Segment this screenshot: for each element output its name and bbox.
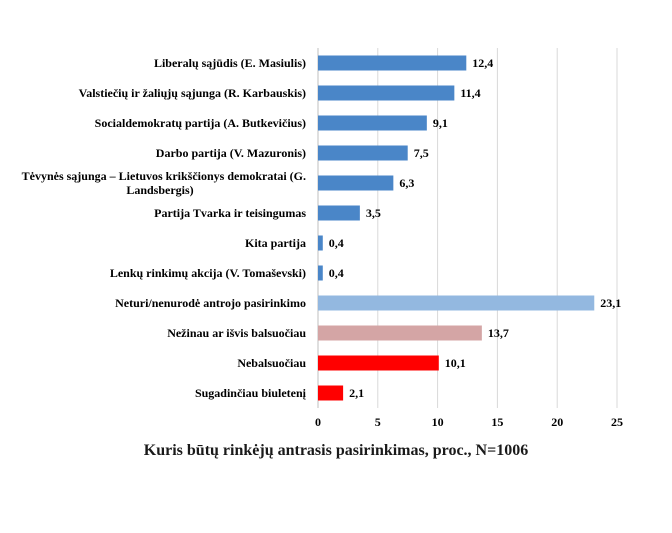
category-label: Landsbergis) — [126, 183, 193, 197]
category-label: Nebalsuočiau — [237, 356, 306, 370]
chart-title: Kuris būtų rinkėjų antrasis pasirinkimas… — [143, 442, 529, 459]
x-tick-label: 25 — [611, 415, 623, 429]
data-label: 12,4 — [472, 56, 493, 70]
x-tick-label: 15 — [491, 415, 503, 429]
x-tick-label: 5 — [375, 415, 381, 429]
bar — [318, 85, 455, 101]
data-label: 0,4 — [329, 266, 344, 280]
data-label: 9,1 — [433, 116, 448, 130]
bar — [318, 295, 595, 311]
data-label: 23,1 — [600, 296, 621, 310]
category-label: Neturi/nenurodė antrojo pasirinkimo — [115, 296, 306, 310]
bar — [318, 55, 467, 71]
category-label: Nežinau ar išvis balsuočiau — [167, 326, 306, 340]
category-label: Lenkų rinkimų akcija (V. Tomaševski) — [110, 266, 306, 280]
category-label: Liberalų sąjūdis (E. Masiulis) — [154, 56, 306, 70]
bar — [318, 355, 439, 371]
x-tick-label: 10 — [432, 415, 444, 429]
x-tick-label: 20 — [551, 415, 563, 429]
bar — [318, 385, 344, 401]
category-label: Sugadinčiau biuletenį — [195, 386, 307, 400]
category-label: Valstiečių ir žaliųjų sąjunga (R. Karbau… — [79, 86, 306, 100]
data-label: 6,3 — [399, 176, 414, 190]
data-label: 3,5 — [366, 206, 381, 220]
bar — [318, 175, 394, 191]
bar — [318, 235, 323, 251]
bar — [318, 145, 408, 161]
category-label: Darbo partija (V. Mazuronis) — [156, 146, 306, 160]
data-label: 2,1 — [349, 386, 364, 400]
data-label: 13,7 — [488, 326, 509, 340]
bar — [318, 325, 482, 341]
data-label: 7,5 — [414, 146, 429, 160]
bar — [318, 205, 360, 221]
bar — [318, 115, 427, 131]
category-label: Socialdemokratų partija (A. Butkevičius) — [95, 116, 306, 130]
category-label: Kita partija — [245, 236, 306, 250]
x-tick-label: 0 — [315, 415, 321, 429]
category-label: Tėvynės sąjunga – Lietuvos krikščionys d… — [22, 169, 306, 183]
data-label: 11,4 — [460, 86, 480, 100]
bar — [318, 265, 323, 281]
category-label: Partija Tvarka ir teisingumas — [154, 206, 306, 220]
data-label: 10,1 — [445, 356, 466, 370]
data-label: 0,4 — [329, 236, 344, 250]
